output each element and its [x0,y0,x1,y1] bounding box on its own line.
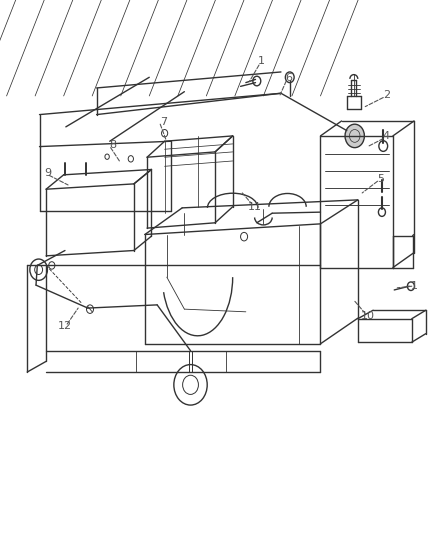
Text: 6: 6 [285,74,292,83]
Text: 8: 8 [110,140,117,150]
Text: 7: 7 [159,117,166,126]
Text: 2: 2 [382,90,389,100]
Text: 1: 1 [410,281,417,291]
Text: 5: 5 [377,174,384,183]
Circle shape [344,124,364,148]
Text: 12: 12 [58,321,72,331]
Text: 4: 4 [382,131,389,141]
Text: 11: 11 [247,202,261,212]
Text: 10: 10 [360,311,374,320]
Text: 9: 9 [44,168,51,178]
Text: 1: 1 [257,56,264,66]
